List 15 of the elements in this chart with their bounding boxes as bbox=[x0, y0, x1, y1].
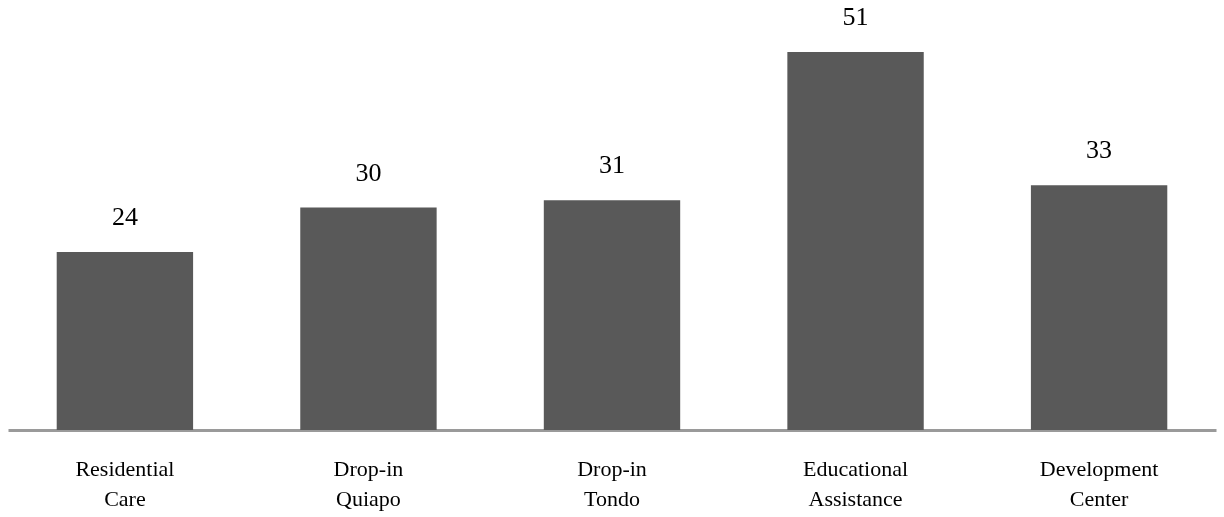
bar bbox=[787, 51, 924, 430]
data-label: 31 bbox=[599, 150, 625, 180]
bar bbox=[543, 200, 681, 430]
x-tick-label: Residential Care bbox=[75, 455, 175, 511]
x-tick-label: Development Center bbox=[1039, 455, 1159, 511]
data-label: 51 bbox=[842, 1, 869, 31]
data-label: 33 bbox=[1086, 135, 1113, 165]
data-label: 24 bbox=[111, 202, 138, 232]
data-label: 30 bbox=[355, 157, 382, 187]
bar bbox=[300, 207, 437, 430]
x-tick-label: Drop-in Tondo bbox=[577, 455, 647, 511]
x-tick-label: Drop-in Quiapo bbox=[333, 455, 404, 511]
bar bbox=[56, 252, 194, 430]
bar bbox=[1030, 185, 1168, 430]
x-tick-label: Educational Assistance bbox=[803, 455, 909, 511]
